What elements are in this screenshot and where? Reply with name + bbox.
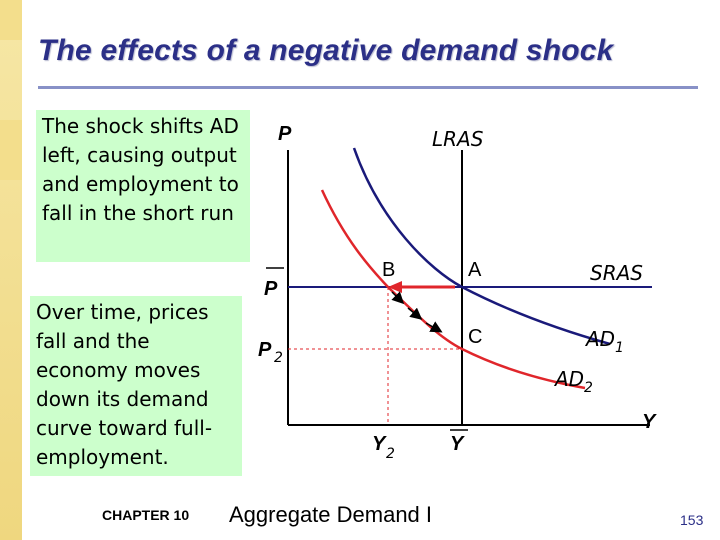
lras-label: LRAS xyxy=(432,127,484,151)
adjust-arrow-1 xyxy=(391,291,405,305)
y-axis-label: P xyxy=(278,123,292,145)
footer-subject: Aggregate Demand I xyxy=(229,502,433,527)
p2-subscript: 2 xyxy=(274,350,283,366)
x-axis-label: Y xyxy=(642,411,657,433)
ad2-curve xyxy=(320,189,586,390)
footer-chapter: CHAPTER 10 xyxy=(102,507,190,523)
sidebar-block xyxy=(0,0,22,40)
title-divider xyxy=(38,86,698,89)
page-number: 153 xyxy=(680,512,704,528)
y2-subscript: 2 xyxy=(386,446,395,462)
p2-label: P xyxy=(258,339,272,361)
sras-label: SRAS xyxy=(590,261,643,285)
point-a-label: A xyxy=(468,259,482,281)
ad2-subscript: 2 xyxy=(584,380,593,396)
y-bar-label: Y xyxy=(450,433,465,455)
text-box-short-run: The shock shifts AD left, causing output… xyxy=(36,110,250,262)
ad1-label: AD xyxy=(584,327,615,351)
sidebar-decoration xyxy=(0,0,22,540)
shift-arrowhead xyxy=(388,281,402,293)
point-b-label: B xyxy=(382,259,395,281)
y2-label: Y xyxy=(372,433,387,455)
adjust-arrow-2 xyxy=(407,307,423,320)
adjust-arrow-3 xyxy=(425,321,443,333)
ad1-curve xyxy=(352,147,611,346)
ad2-label: AD xyxy=(553,367,584,391)
text-box-long-run: Over time, prices fall and the economy m… xyxy=(30,296,242,476)
slide-title: The effects of a negative demand shock xyxy=(38,34,614,67)
ad1-subscript: 1 xyxy=(615,340,624,356)
sidebar-block xyxy=(0,120,22,180)
p-bar-label: P xyxy=(264,278,278,300)
point-c-label: C xyxy=(468,326,482,348)
